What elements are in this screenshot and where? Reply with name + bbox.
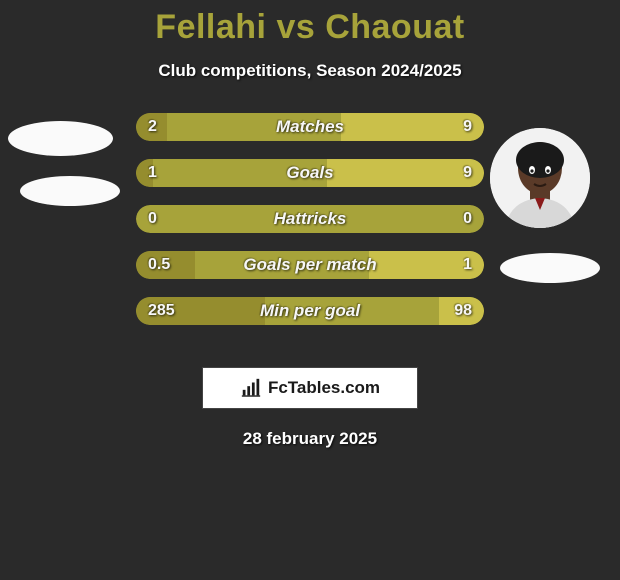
stat-right-value: 98: [454, 297, 472, 325]
page-subtitle: Club competitions, Season 2024/2025: [0, 61, 620, 81]
stat-right-value: 1: [463, 251, 472, 279]
stat-row: 1 Goals 9: [136, 159, 484, 187]
page-title: Fellahi vs Chaouat: [0, 0, 620, 47]
stat-row: 0.5 Goals per match 1: [136, 251, 484, 279]
bar-chart-icon: [240, 377, 262, 399]
stat-right-value: 9: [463, 113, 472, 141]
stat-label: Min per goal: [136, 297, 484, 325]
stat-label: Matches: [136, 113, 484, 141]
snapshot-date: 28 february 2025: [0, 429, 620, 449]
stat-right-value: 9: [463, 159, 472, 187]
branding-badge: FcTables.com: [202, 367, 418, 409]
player-right-shadow-ellipse: [500, 253, 600, 283]
stat-row: 285 Min per goal 98: [136, 297, 484, 325]
comparison-stage: 2 Matches 9 1 Goals 9 0 Hattricks 0 0.5 …: [0, 113, 620, 343]
player-left-avatar-placeholder: [8, 121, 113, 156]
stat-label: Goals: [136, 159, 484, 187]
stat-label: Goals per match: [136, 251, 484, 279]
stat-label: Hattricks: [136, 205, 484, 233]
stat-right-value: 0: [463, 205, 472, 233]
stat-row: 0 Hattricks 0: [136, 205, 484, 233]
comparison-bars: 2 Matches 9 1 Goals 9 0 Hattricks 0 0.5 …: [136, 113, 484, 343]
player-right-avatar: [490, 128, 590, 228]
player-photo-icon: [490, 128, 590, 228]
branding-text: FcTables.com: [268, 378, 380, 398]
player-left-shadow-ellipse: [20, 176, 120, 206]
stat-row: 2 Matches 9: [136, 113, 484, 141]
